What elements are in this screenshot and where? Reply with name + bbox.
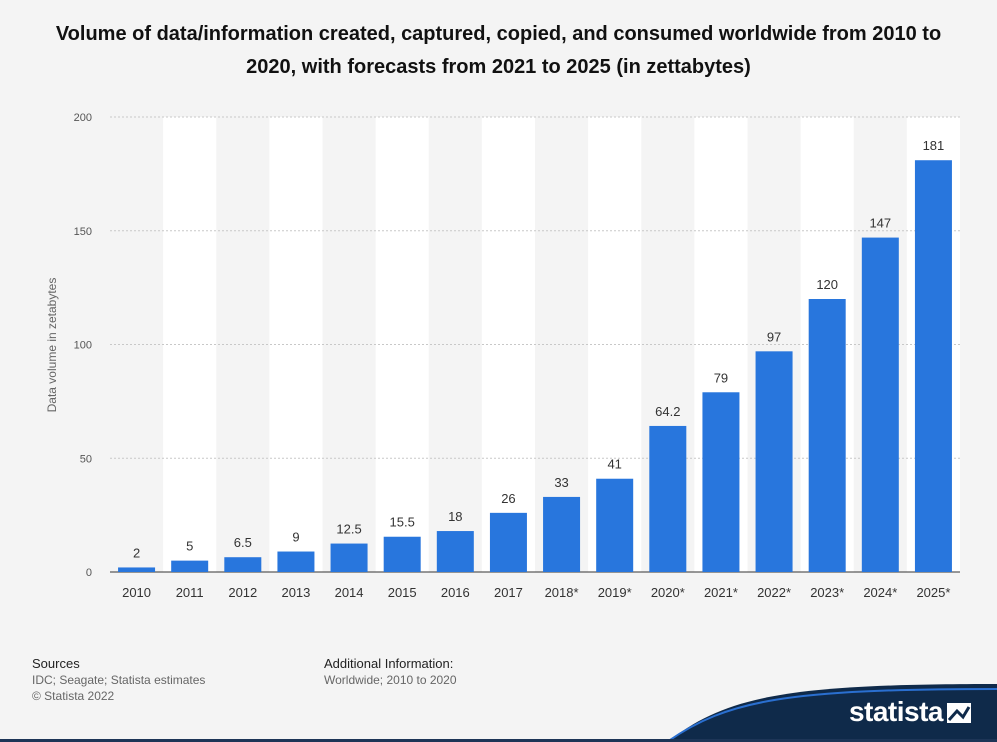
data-labels: 2 5 6.5 9 12.5 15.5 18 26 33 41 64.2 79 97 120 147 181	[133, 138, 944, 560]
additional-info-text: Worldwide; 2010 to 2020	[324, 673, 457, 687]
copyright-text: © Statista 2022	[32, 689, 115, 703]
bar-2019-forecast[interactable]	[596, 478, 634, 572]
data-label: 9	[292, 530, 299, 545]
bar-2015[interactable]	[383, 536, 421, 572]
x-tick-label: 2020*	[651, 585, 685, 600]
bar-2024-forecast[interactable]	[861, 237, 899, 572]
data-label: 15.5	[390, 515, 415, 530]
logo-swoosh	[667, 684, 997, 742]
x-tick-label: 2011	[176, 585, 204, 600]
x-tick-label: 2018*	[545, 585, 579, 600]
data-label: 97	[767, 329, 781, 344]
x-tick-label: 2023*	[810, 585, 844, 600]
additional-info-block: Additional Information: Worldwide; 2010 …	[324, 656, 457, 688]
data-label: 147	[869, 216, 891, 231]
statista-logo[interactable]: statista	[667, 676, 997, 742]
x-tick-labels: 2010 2011 2012 2013 2014 2015 2016 2017 2018* 201…	[122, 585, 950, 600]
bar-2025-forecast[interactable]	[914, 160, 952, 572]
data-label: 12.5	[336, 522, 361, 537]
x-tick-label: 2013	[281, 585, 310, 600]
bar-2021-forecast[interactable]	[702, 392, 740, 572]
bottom-rule	[0, 739, 997, 742]
bar-2016[interactable]	[436, 531, 474, 572]
bar-2011[interactable]	[171, 560, 209, 572]
data-label: 181	[923, 138, 945, 153]
x-tick-label: 2014	[335, 585, 364, 600]
statista-wordmark: statista	[848, 696, 944, 727]
bars	[118, 160, 952, 572]
y-axis-label: Data volume in zetabytes	[45, 278, 59, 413]
additional-info-heading: Additional Information:	[324, 656, 454, 671]
x-tick-label: 2010	[122, 585, 151, 600]
y-tick-label: 50	[80, 453, 92, 465]
sources-text: IDC; Seagate; Statista estimates	[32, 673, 206, 687]
y-tick-label: 150	[74, 226, 92, 238]
y-tick-label: 0	[86, 567, 92, 579]
bar-2010[interactable]	[118, 567, 156, 572]
bar-2014[interactable]	[330, 543, 368, 572]
data-label: 33	[554, 475, 568, 490]
statista-mark-icon	[947, 703, 971, 723]
x-tick-label: 2025*	[916, 585, 950, 600]
bar-2017[interactable]	[489, 512, 527, 572]
x-tick-label: 2015	[388, 585, 417, 600]
bar-2022-forecast[interactable]	[755, 351, 793, 572]
data-label: 18	[448, 509, 462, 524]
x-tick-label: 2022*	[757, 585, 791, 600]
y-tick-labels: 0 50 100 150 200	[74, 112, 92, 579]
bar-2018-forecast[interactable]	[543, 496, 581, 572]
x-tick-label: 2024*	[863, 585, 897, 600]
y-tick-label: 100	[74, 340, 92, 352]
sources-heading: Sources	[32, 656, 80, 671]
data-label: 120	[816, 277, 838, 292]
data-label: 2	[133, 545, 140, 560]
x-tick-label: 2012	[228, 585, 257, 600]
data-label: 79	[714, 370, 728, 385]
x-tick-label: 2016	[441, 585, 470, 600]
data-label: 6.5	[234, 535, 252, 550]
y-tick-label: 200	[74, 112, 92, 124]
data-label: 26	[501, 491, 515, 506]
data-label: 5	[186, 539, 193, 554]
data-label: 41	[607, 457, 621, 472]
bar-2020-forecast[interactable]	[649, 425, 687, 572]
x-tick-label: 2017	[494, 585, 523, 600]
chart-title: Volume of data/information created, capt…	[55, 23, 942, 78]
bar-2012[interactable]	[224, 557, 262, 572]
data-label: 64.2	[655, 404, 680, 419]
bar-2023-forecast[interactable]	[808, 299, 846, 572]
x-tick-label: 2021*	[704, 585, 738, 600]
sources-block: Sources IDC; Seagate; Statista estimates…	[32, 656, 205, 704]
bar-2013[interactable]	[277, 551, 315, 572]
x-tick-label: 2019*	[598, 585, 632, 600]
